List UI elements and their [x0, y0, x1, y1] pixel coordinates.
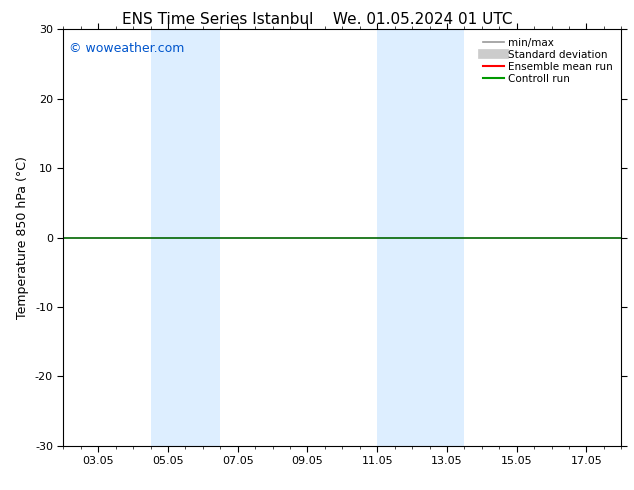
Y-axis label: Temperature 850 hPa (°C): Temperature 850 hPa (°C) — [16, 156, 29, 319]
Bar — [377, 29, 464, 446]
Legend: min/max, Standard deviation, Ensemble mean run, Controll run: min/max, Standard deviation, Ensemble me… — [480, 35, 616, 87]
Bar — [150, 29, 221, 446]
Text: ENS Time Series Istanbul    We. 01.05.2024 01 UTC: ENS Time Series Istanbul We. 01.05.2024 … — [122, 12, 512, 27]
Text: © woweather.com: © woweather.com — [69, 42, 184, 55]
